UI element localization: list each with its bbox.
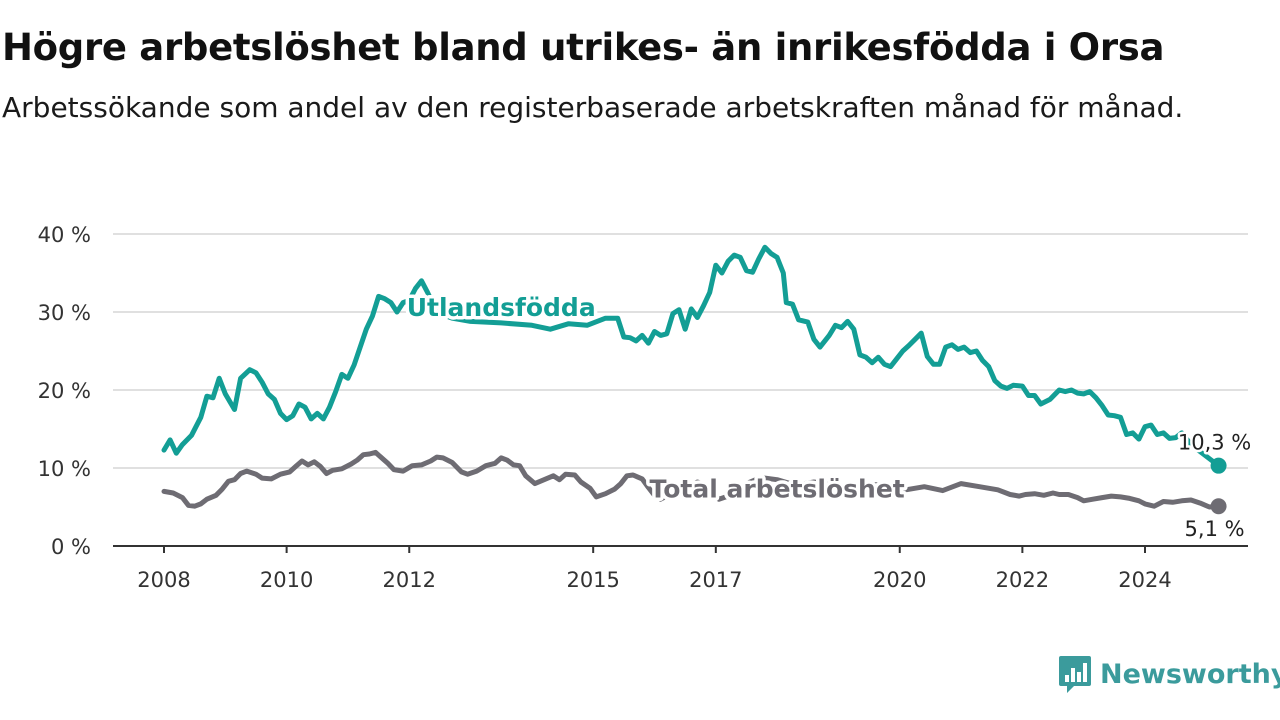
series-label: Total arbetslöshet bbox=[650, 475, 905, 504]
x-tick-label: 2012 bbox=[383, 568, 436, 592]
y-tick-label: 20 % bbox=[38, 379, 91, 403]
end-marker-utlandsf-dda bbox=[1210, 457, 1227, 474]
x-tick-label: 2017 bbox=[689, 568, 742, 592]
series-labels: 10,3 % Utlandsfödda 5,1 % Total arbetslöshe… bbox=[403, 289, 1254, 543]
x-tick-label: 2022 bbox=[996, 568, 1049, 592]
series-lines bbox=[161, 244, 1227, 515]
end-marker-total-arbetsl-shet bbox=[1210, 498, 1227, 515]
brand-name: Newsworthy bbox=[1100, 658, 1280, 690]
newsworthy-logo: Newsworthy bbox=[1058, 654, 1280, 694]
x-tick-label: 2008 bbox=[137, 568, 190, 592]
x-tick-label: 2024 bbox=[1118, 568, 1171, 592]
series-label: Utlandsfödda bbox=[407, 293, 596, 322]
series-line-total-arbetsl-shet bbox=[161, 449, 1222, 510]
end-value-label: 10,3 % bbox=[1178, 431, 1251, 455]
x-tick-label: 2015 bbox=[566, 568, 619, 592]
x-tick-label: 2010 bbox=[260, 568, 313, 592]
chart-subtitle: Arbetssökande som andel av den registerb… bbox=[2, 91, 1184, 124]
gridlines bbox=[113, 233, 1248, 469]
y-tick-label: 10 % bbox=[38, 457, 91, 481]
y-tick-label: 0 % bbox=[51, 535, 91, 559]
series-line-utlandsf-dda bbox=[161, 244, 1222, 469]
y-tick-label: 30 % bbox=[38, 301, 91, 325]
chart-title: Högre arbetslöshet bland utrikes- än inr… bbox=[2, 26, 1165, 69]
y-tick-label: 40 % bbox=[38, 223, 91, 247]
x-tick-label: 2020 bbox=[873, 568, 926, 592]
newsworthy-logo-icon bbox=[1059, 656, 1091, 693]
end-value-label: 5,1 % bbox=[1185, 517, 1245, 541]
axes: 0 % 10 % 20 % 30 % 40 % 2008 2010 2012 2015 2017 2… bbox=[38, 223, 1248, 592]
